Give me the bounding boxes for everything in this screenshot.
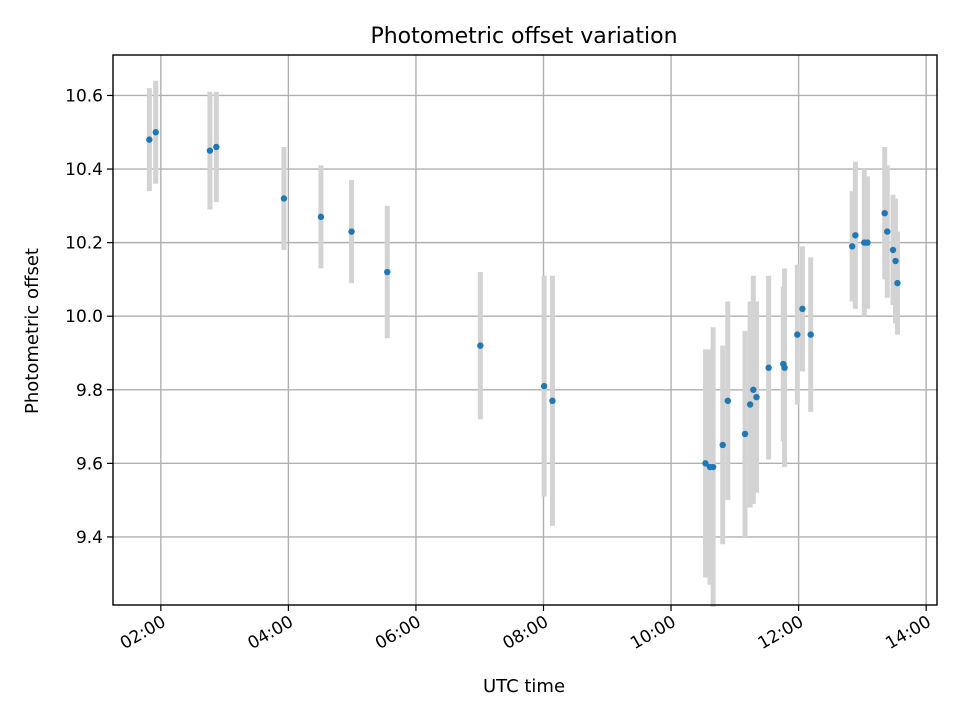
data-point — [206, 147, 214, 154]
data-point — [750, 386, 757, 393]
data-point — [864, 239, 871, 246]
data-point — [477, 342, 484, 349]
data-point — [807, 331, 814, 338]
y-tick-label: 10.2 — [65, 234, 103, 254]
data-point — [213, 143, 220, 151]
data-point — [746, 401, 754, 408]
data-point — [741, 430, 749, 438]
data-point — [146, 136, 153, 143]
y-tick-label: 10.6 — [65, 86, 103, 106]
data-point — [719, 441, 726, 449]
y-tick-label: 9.4 — [76, 528, 103, 548]
data-point — [702, 460, 709, 467]
data-point — [348, 228, 355, 235]
data-point — [799, 305, 806, 313]
y-tick-label: 10.4 — [65, 160, 103, 180]
data-point — [794, 331, 801, 338]
data-point — [384, 268, 391, 276]
data-point — [781, 364, 788, 371]
y-tick-label: 10.0 — [65, 307, 103, 327]
x-axis-label: UTC time — [483, 676, 565, 697]
data-point — [881, 209, 888, 217]
data-point — [280, 195, 288, 202]
data-point — [884, 228, 891, 235]
data-point — [540, 382, 548, 390]
data-points — [146, 129, 901, 471]
y-tick-label: 9.8 — [76, 381, 103, 401]
data-point — [549, 397, 556, 405]
data-point — [753, 393, 760, 401]
data-point — [317, 213, 325, 221]
data-point — [889, 246, 897, 254]
plot-frame — [112, 54, 938, 606]
y-tick-label: 9.6 — [76, 454, 103, 474]
chart-title: Photometric offset variation — [370, 24, 677, 49]
data-point — [765, 364, 772, 371]
data-point — [152, 129, 159, 136]
y-axis-label: Photometric offset — [22, 248, 43, 414]
data-point — [852, 232, 859, 239]
data-point — [709, 463, 717, 471]
data-point — [848, 243, 856, 250]
data-point — [724, 397, 732, 405]
y-axis-ticks: 9.4 9.6 9.8 10.0 10.2 10.4 10.6 — [65, 86, 113, 548]
data-point — [892, 257, 899, 265]
data-point — [894, 279, 901, 287]
